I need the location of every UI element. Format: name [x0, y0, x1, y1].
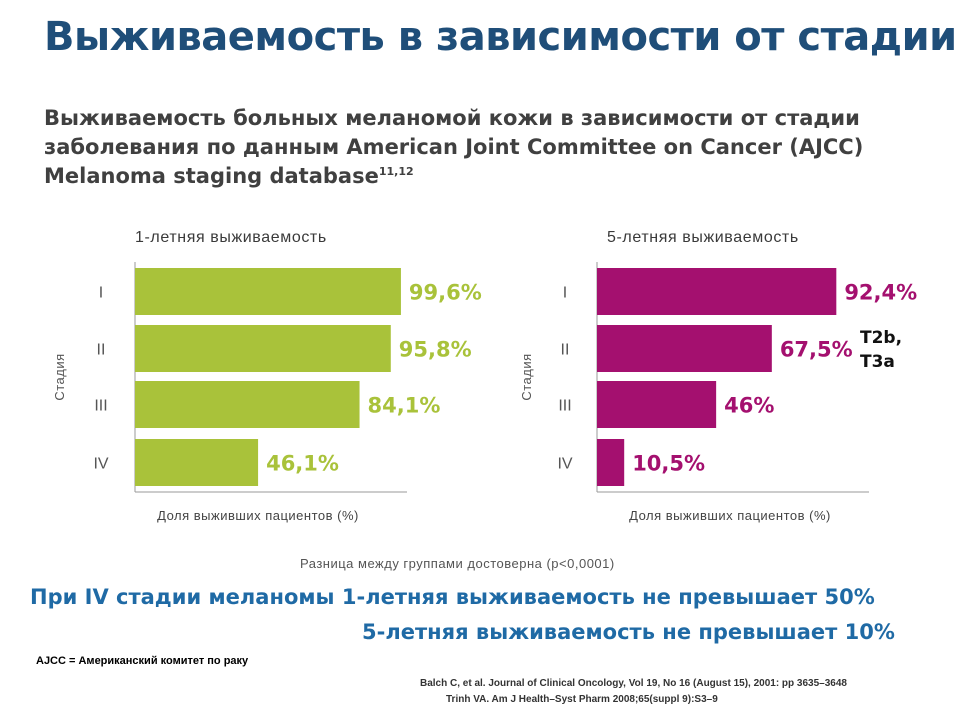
one-year-x-axis-label: Доля выживших пациентов (%)	[157, 508, 359, 523]
one-year-category-label: IV	[93, 456, 108, 473]
five-year-data-label: 46%	[724, 394, 774, 418]
reference-trinh: Trinh VA. Am J Health–Syst Pharm 2008;65…	[446, 694, 718, 705]
one-year-bar-IV	[135, 439, 259, 486]
one-year-bar-III	[135, 381, 360, 428]
five-year-data-label: 67,5%	[780, 338, 853, 362]
five-year-y-axis-label: Стадия	[519, 353, 534, 400]
five-year-x-axis-label: Доля выживших пациентов (%)	[629, 508, 831, 523]
five-year-category-label: I	[563, 285, 567, 302]
one-year-data-label: 84,1%	[368, 394, 441, 418]
one-year-y-axis-label: Стадия	[52, 353, 67, 400]
five-year-category-label: III	[558, 398, 571, 415]
five-year-category-label: IV	[557, 456, 572, 473]
five-year-bar-IV	[597, 439, 625, 486]
one-year-category-label: I	[99, 285, 103, 302]
one-year-category-label: III	[94, 398, 107, 415]
chart-title-1-year: 1-летняя выживаемость	[135, 229, 327, 246]
page-title: Выживаемость в зависимости от стадии	[44, 14, 957, 60]
five-year-bar-III	[597, 381, 717, 428]
five-year-bar-II	[597, 325, 772, 372]
five-year-data-label: 92,4%	[844, 281, 917, 305]
five-year-data-label: 10,5%	[632, 452, 705, 476]
survival-charts: Стадия Доля выживших пациентов (%) I 99,6% I…	[52, 262, 917, 523]
significance-note: Разница между группами достоверна (p<0,0…	[300, 556, 615, 571]
five-year-category-label: II	[561, 342, 570, 359]
subtitle-reference-sup: 11,12	[378, 165, 414, 178]
five-year-bar-I	[597, 268, 837, 315]
chart-subtitle: Выживаемость больных меланомой кожи в за…	[44, 104, 904, 191]
one-year-bar-II	[135, 325, 391, 372]
chart-title-5-year: 5-летняя выживаемость	[607, 229, 799, 246]
one-year-bar-I	[135, 268, 401, 315]
conclusion-5-year: 5-летняя выживаемость не превышает 10%	[362, 620, 895, 644]
one-year-category-label: II	[97, 342, 106, 359]
five-year-annotation-line: T3a	[860, 352, 895, 372]
conclusion-1-year: При IV стадии меланомы 1-летняя выживаем…	[30, 585, 875, 609]
subtitle-text: Выживаемость больных меланомой кожи в за…	[44, 106, 864, 188]
reference-balch: Balch C, et al. Journal of Clinical Onco…	[420, 678, 847, 689]
five-year-annotation-line: T2b,	[860, 328, 902, 348]
one-year-data-label: 99,6%	[409, 281, 482, 305]
one-year-data-label: 95,8%	[399, 338, 472, 362]
one-year-data-label: 46,1%	[266, 452, 339, 476]
abbreviation-note: AJCC = Американский комитет по раку	[36, 655, 249, 667]
